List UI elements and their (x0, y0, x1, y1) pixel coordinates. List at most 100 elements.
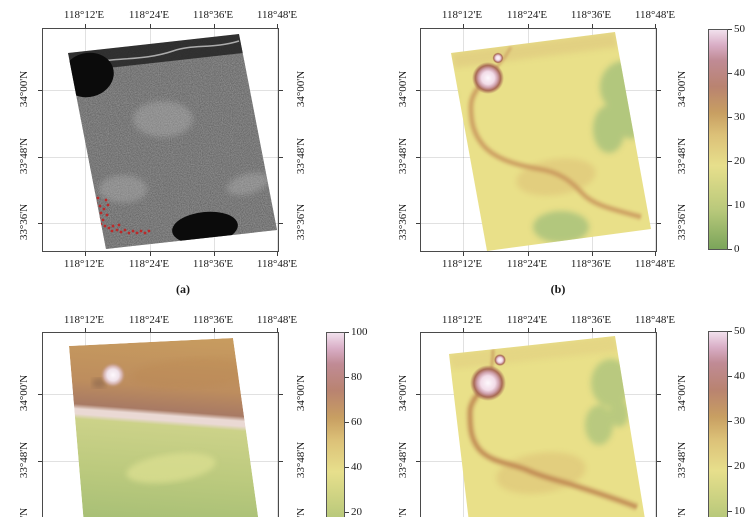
axis-tick (85, 252, 86, 256)
dark-river-band (68, 34, 243, 72)
lon-tick-label: 118°12'E (63, 258, 105, 270)
axis-tick (38, 223, 42, 224)
colorbar-tick-label: 40 (351, 461, 362, 473)
colorbar-tick (728, 376, 732, 377)
lat-tick-label: 34°00'N (676, 70, 688, 108)
axis-tick (85, 328, 86, 332)
axis-tick (528, 252, 529, 256)
gridline (655, 333, 656, 517)
lat-tick-label: 33°48'N (18, 441, 30, 479)
lat-tick-label: 34°00'N (295, 70, 307, 108)
axis-tick (463, 328, 464, 332)
lat-tick-label: 33°36'N (676, 508, 688, 517)
lon-tick-label: 118°12'E (63, 314, 105, 326)
panel-d-plot-box (416, 328, 661, 517)
colorbar-tick (728, 117, 732, 118)
lon-tick-label: 118°24'E (128, 258, 170, 270)
colorbar-tick-label: 40 (734, 370, 745, 382)
axis-tick (463, 24, 464, 28)
axis-tick (592, 252, 593, 256)
lon-tick-label: 118°24'E (128, 314, 170, 326)
lon-tick-label: 118°24'E (128, 9, 170, 21)
colorbar-tick-label: 10 (734, 199, 745, 211)
colorbar-tick (728, 29, 732, 30)
colorbar-tick-label: 20 (351, 506, 362, 517)
colorbar-tick (728, 161, 732, 162)
axis-tick (657, 90, 661, 91)
lat-tick-label: 33°48'N (295, 441, 307, 479)
gridline (277, 29, 278, 251)
colorbar-tick (728, 466, 732, 467)
caption-a: (a) (176, 282, 190, 296)
axis-tick (655, 328, 656, 332)
axis-tick (657, 223, 661, 224)
colorbar-tick (345, 512, 349, 513)
lon-tick-label: 118°36'E (570, 9, 612, 21)
lon-tick-label: 118°24'E (506, 314, 548, 326)
lat-tick-label: 33°36'N (397, 508, 409, 517)
panel-a-plot-box (38, 24, 283, 256)
lake-feature (472, 62, 504, 94)
axis-tick (214, 24, 215, 28)
colorbar-tick-label: 30 (734, 111, 745, 123)
colorbar-tick (728, 331, 732, 332)
lon-tick-label: 118°24'E (506, 258, 548, 270)
lon-tick-label: 118°36'E (192, 314, 234, 326)
colorbar-tick (728, 421, 732, 422)
axis-tick (38, 90, 42, 91)
axis-tick (85, 24, 86, 28)
axis-tick (279, 90, 283, 91)
lon-tick-label: 118°48'E (256, 314, 298, 326)
lon-tick-label: 118°12'E (441, 314, 483, 326)
vegetation-patches (451, 61, 648, 243)
colorbar-c (326, 332, 345, 517)
lat-tick-label: 33°36'N (676, 203, 688, 241)
axis-tick (38, 461, 42, 462)
lon-tick-label: 118°48'E (256, 258, 298, 270)
lat-tick-label: 34°00'N (18, 70, 30, 108)
axis-tick (38, 157, 42, 158)
axis-tick (150, 328, 151, 332)
gridline (463, 29, 464, 251)
lon-tick-label: 118°36'E (570, 314, 612, 326)
axis-tick (655, 252, 656, 256)
lake-feature-small (494, 354, 506, 366)
panel-b-plot-box (416, 24, 661, 256)
axis-tick (279, 394, 283, 395)
tan-streak (133, 358, 253, 388)
colorbar-tick (345, 377, 349, 378)
colorbar-tick (345, 332, 349, 333)
axis-tick (463, 252, 464, 256)
colorbar-tick-label: 20 (734, 460, 745, 472)
axis-tick (416, 394, 420, 395)
lat-tick-label: 33°48'N (18, 137, 30, 175)
lon-tick-label: 118°36'E (570, 258, 612, 270)
gridline (655, 29, 656, 251)
axis-tick (279, 157, 283, 158)
lat-tick-label: 34°00'N (295, 374, 307, 412)
axis-tick (657, 461, 661, 462)
colorbar-d (708, 331, 728, 517)
result-map-c (69, 338, 266, 517)
lon-tick-label: 118°12'E (441, 258, 483, 270)
axis-tick (416, 90, 420, 91)
axis-tick (416, 157, 420, 158)
colorbar-tick-label: 80 (351, 371, 362, 383)
lon-tick-label: 118°36'E (192, 9, 234, 21)
result-map-b (451, 32, 651, 251)
lat-tick-label: 34°00'N (397, 70, 409, 108)
colorbar-tick (728, 249, 732, 250)
lon-tick-label: 118°48'E (634, 314, 676, 326)
sar-image (68, 34, 277, 249)
axis-tick (657, 394, 661, 395)
lat-tick-label: 33°48'N (295, 137, 307, 175)
result-map-d (449, 336, 653, 517)
colorbar-b (708, 29, 728, 250)
lon-tick-label: 118°24'E (506, 9, 548, 21)
axis-tick (214, 328, 215, 332)
lon-tick-label: 118°12'E (441, 9, 483, 21)
colorbar-tick-label: 60 (351, 416, 362, 428)
lat-tick-label: 33°48'N (676, 137, 688, 175)
lon-tick-label: 118°48'E (256, 9, 298, 21)
colorbar-tick (728, 205, 732, 206)
